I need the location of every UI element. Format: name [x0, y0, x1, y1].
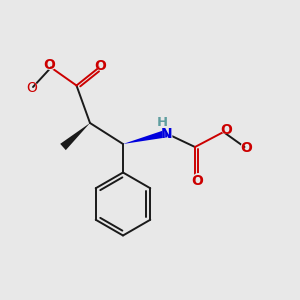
Polygon shape [60, 123, 90, 150]
Text: O: O [191, 173, 204, 188]
Text: O: O [220, 123, 232, 136]
Text: O: O [94, 58, 107, 74]
Text: O: O [44, 58, 56, 72]
Text: N: N [160, 126, 173, 141]
Text: O: O [239, 141, 253, 156]
Text: O: O [191, 174, 203, 188]
Text: O: O [94, 59, 106, 73]
Text: O: O [43, 58, 56, 73]
Text: O: O [26, 82, 37, 95]
Text: O: O [26, 81, 38, 96]
Text: O: O [240, 142, 252, 155]
Text: H: H [156, 115, 168, 130]
Text: N: N [161, 127, 172, 140]
Polygon shape [123, 130, 167, 144]
Text: H: H [156, 116, 168, 129]
Text: O: O [219, 122, 232, 137]
